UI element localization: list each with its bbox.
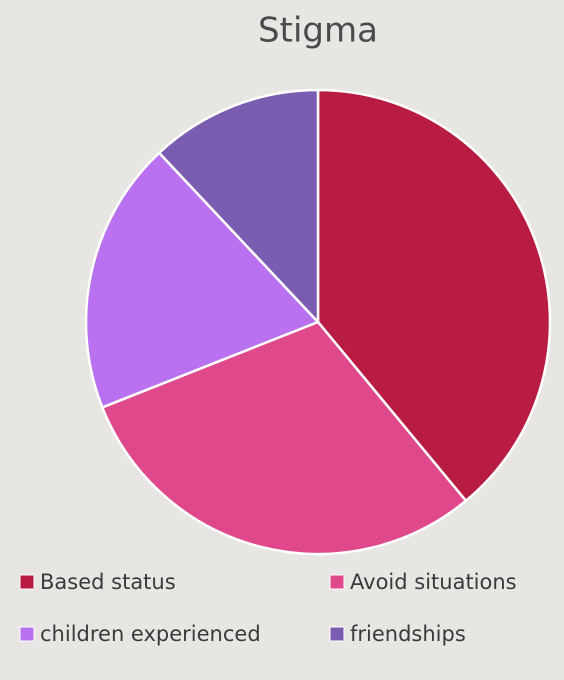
legend-swatch <box>329 626 345 642</box>
legend-swatch <box>19 626 35 642</box>
legend-swatch <box>329 574 345 590</box>
chart-title: Stigma <box>258 11 378 51</box>
legend-swatch <box>19 574 35 590</box>
legend-label: Avoid situations <box>350 570 517 594</box>
pie-slice <box>100 320 468 556</box>
legend-label: friendships <box>350 622 466 646</box>
pie-slice <box>84 151 321 410</box>
pie-slice <box>316 88 552 503</box>
pie-slice <box>157 88 320 326</box>
legend-label: children experienced <box>40 622 261 646</box>
legend-label: Based status <box>40 570 176 594</box>
